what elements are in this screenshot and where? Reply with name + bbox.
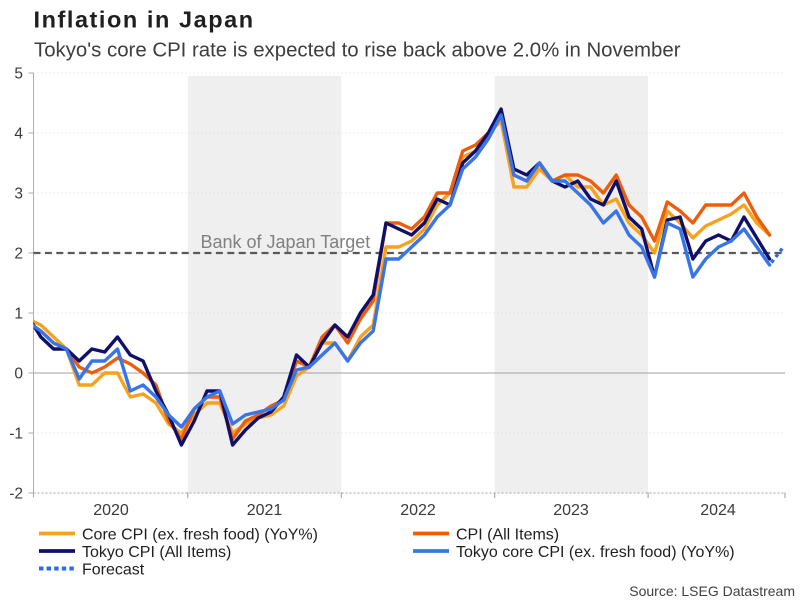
svg-text:2024: 2024: [700, 502, 736, 519]
svg-text:Tokyo CPI (All Items): Tokyo CPI (All Items): [82, 544, 231, 561]
svg-text:Forecast: Forecast: [82, 561, 145, 578]
svg-text:Inflation in Japan: Inflation in Japan: [34, 7, 255, 33]
svg-text:1: 1: [14, 306, 23, 323]
svg-text:Tokyo's core CPI rate is expec: Tokyo's core CPI rate is expected to ris…: [34, 40, 681, 62]
svg-text:CPI (All Items): CPI (All Items): [456, 526, 559, 543]
svg-text:4: 4: [14, 126, 23, 143]
svg-text:-1: -1: [9, 426, 23, 443]
svg-text:Core CPI (ex. fresh food) (YoY: Core CPI (ex. fresh food) (YoY%): [82, 526, 318, 543]
svg-text:3: 3: [14, 186, 23, 203]
svg-text:0: 0: [14, 366, 23, 383]
svg-text:Source: LSEG Datastream: Source: LSEG Datastream: [629, 583, 795, 599]
svg-text:Bank of Japan Target: Bank of Japan Target: [201, 232, 371, 252]
svg-text:2021: 2021: [247, 502, 283, 519]
svg-text:2022: 2022: [400, 502, 436, 519]
svg-text:5: 5: [14, 66, 23, 83]
svg-text:2: 2: [14, 246, 23, 263]
svg-text:-2: -2: [9, 486, 23, 503]
svg-text:Tokyo core CPI (ex. fresh food: Tokyo core CPI (ex. fresh food) (YoY%): [456, 544, 735, 561]
svg-text:2023: 2023: [553, 502, 589, 519]
svg-text:2020: 2020: [93, 502, 129, 519]
